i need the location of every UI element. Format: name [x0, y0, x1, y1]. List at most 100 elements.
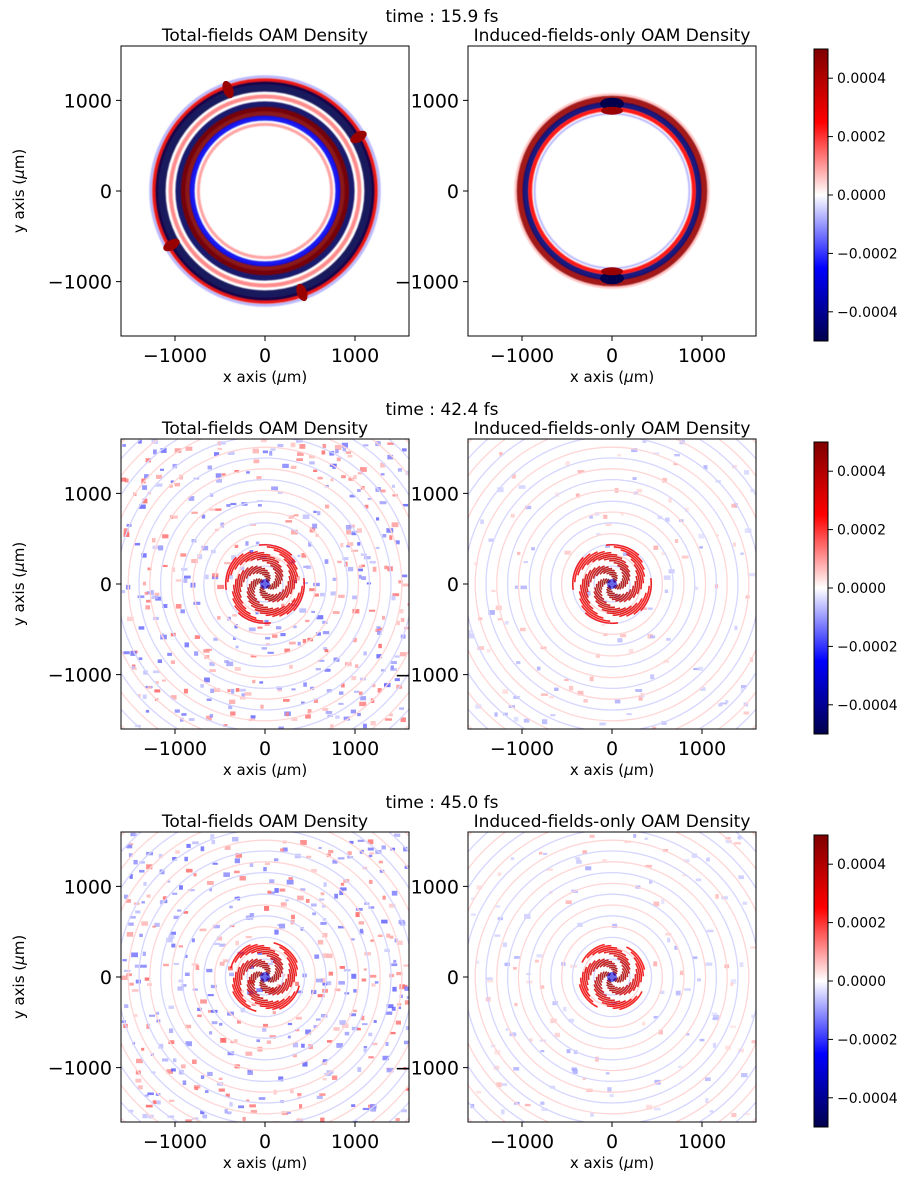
speckle-mark — [257, 952, 262, 955]
speckle-mark — [364, 504, 369, 509]
speckle-mark — [321, 904, 326, 908]
speckle-mark — [725, 700, 729, 704]
speckle-mark — [404, 986, 409, 991]
speckle-mark — [174, 482, 181, 487]
spiral-arm-segment — [578, 984, 598, 1008]
speckle-mark — [302, 639, 307, 644]
speckle-mark — [209, 714, 214, 718]
oam-ring-band — [180, 106, 350, 276]
speckle-mark — [303, 682, 307, 687]
speckle-mark — [142, 485, 148, 490]
speckle-mark — [295, 981, 299, 987]
speckle-mark — [297, 554, 301, 558]
speckle-mark — [595, 1056, 599, 1062]
speckle-mark — [135, 979, 141, 984]
speckle-mark — [357, 1067, 362, 1072]
speckle-mark — [135, 1078, 142, 1083]
x-axis-label: x axis (μm) — [570, 1154, 654, 1172]
speckle-mark — [328, 850, 334, 854]
speckle-mark — [186, 868, 193, 873]
spiral-arm-segment — [619, 598, 643, 618]
speckle-mark — [718, 703, 723, 707]
speckle-mark — [217, 584, 225, 590]
speckle-mark — [339, 965, 345, 969]
speckle-mark — [393, 833, 401, 837]
speckle-mark — [740, 684, 747, 689]
speckle-mark — [619, 1000, 623, 1004]
speckle-mark — [386, 933, 391, 938]
speckle-mark — [181, 713, 187, 716]
spiral-arm-segment — [619, 974, 623, 983]
spiral-arm-segment — [266, 954, 284, 966]
spiral-arm-segment — [258, 588, 266, 593]
speckle-mark — [269, 451, 273, 456]
spiral-arm-segment — [254, 607, 280, 613]
colorbar-tick-label: 0.0000 — [837, 581, 886, 597]
spiral-arm-segment — [248, 976, 256, 990]
speckle-mark — [249, 1104, 256, 1108]
speckle-mark — [338, 702, 344, 705]
spiral-arm-segment — [595, 976, 603, 990]
panel-title: Total-fields OAM Density — [161, 812, 368, 832]
oam-ring-band — [514, 93, 710, 289]
speckle-mark — [360, 553, 367, 556]
speckle-mark — [743, 1112, 750, 1116]
speckle-mark — [201, 514, 206, 519]
spiral-arm-segment — [583, 966, 589, 992]
speckle-mark — [223, 872, 230, 877]
speckle-mark — [589, 834, 595, 838]
speckle-mark — [385, 718, 392, 721]
speckle-mark — [317, 511, 321, 516]
speckle-mark — [173, 915, 180, 920]
speckle-mark — [252, 679, 256, 684]
heatmap-background — [468, 46, 756, 336]
speckle-mark — [275, 558, 281, 562]
speckle-mark — [247, 1070, 253, 1075]
speckle-mark — [644, 837, 648, 840]
faint-ring — [506, 478, 718, 690]
spiral-arm-segment — [231, 591, 251, 615]
speckle-mark — [183, 911, 189, 914]
speckle-mark — [318, 846, 322, 850]
speckle-mark — [407, 603, 409, 606]
spiral-arm-segment — [258, 981, 266, 986]
speckle-mark — [310, 903, 317, 907]
speckle-mark — [705, 1098, 709, 1103]
speckle-mark — [368, 1032, 373, 1037]
spiral-arm-segment — [603, 577, 608, 585]
speckle-mark — [209, 669, 216, 673]
spiral-arm-segment — [274, 964, 282, 978]
speckle-mark — [168, 934, 175, 939]
panel-title: Induced-fields-only OAM Density — [474, 419, 751, 439]
speckle-mark — [607, 1087, 612, 1092]
speckle-mark — [586, 591, 591, 596]
speckle-mark — [667, 937, 671, 943]
speckle-mark — [235, 645, 239, 649]
spiral-arm-segment — [246, 595, 264, 607]
speckle-mark — [394, 655, 400, 658]
spiral-arm-segment — [279, 553, 299, 577]
speckle-mark — [477, 646, 485, 651]
speckle-mark — [476, 885, 483, 890]
spiral-arm-segment — [262, 952, 282, 961]
spiral-arm-segment — [248, 959, 262, 970]
spiral-arm-segment — [260, 986, 271, 990]
speckle-mark — [379, 869, 385, 873]
speckle-mark — [264, 905, 270, 911]
speckle-mark — [248, 627, 256, 632]
speckle-mark — [396, 620, 400, 626]
faint-ring — [213, 925, 317, 1029]
speckle-mark — [289, 664, 293, 669]
speckle-mark — [287, 1022, 293, 1026]
speckle-mark — [342, 447, 347, 452]
speckle-mark — [351, 531, 357, 536]
x-tick-label: 1000 — [331, 738, 379, 760]
spiral-arm-segment — [583, 573, 589, 599]
speckle-mark — [504, 620, 509, 625]
spiral-arm-segment — [273, 942, 298, 963]
faint-ring — [138, 850, 392, 1104]
spiral-arm-segment — [609, 986, 622, 992]
speckle-mark — [380, 462, 386, 468]
colorbar-tick-label: 0.0004 — [837, 71, 886, 87]
speckle-mark — [375, 517, 380, 521]
